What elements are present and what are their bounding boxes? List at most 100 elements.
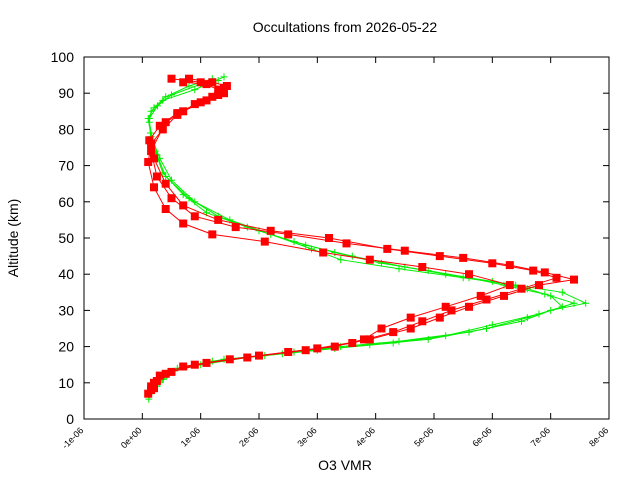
data-point <box>214 215 223 224</box>
data-point <box>284 230 293 239</box>
data-point <box>517 284 526 293</box>
data-point <box>190 360 199 369</box>
axis-tick-labels: -1e-06 0e+00 1e-06 2e-06 3e-06 4e-06 5e-06 6e-0… <box>51 49 611 451</box>
data-point <box>570 275 578 284</box>
data-point <box>150 183 158 192</box>
data-point <box>167 367 176 376</box>
data-point <box>190 100 199 109</box>
data-point <box>179 191 187 199</box>
y-tick-label: 80 <box>58 121 74 137</box>
x-tick-label: 8e-06 <box>587 425 610 448</box>
x-tick-label: 7e-06 <box>529 425 552 448</box>
data-point <box>529 266 538 275</box>
x-tick-label: 0e+00 <box>119 425 144 450</box>
data-point <box>558 288 566 296</box>
data-point <box>435 313 444 322</box>
data-point <box>173 109 182 118</box>
data-point <box>161 179 170 188</box>
series-red <box>144 74 578 398</box>
data-point <box>145 115 153 122</box>
data-point <box>535 310 543 318</box>
chart-title: Occultations from 2026-05-22 <box>253 19 438 35</box>
data-point <box>214 91 223 99</box>
data-point <box>418 263 427 271</box>
data-point <box>222 82 231 90</box>
data-point <box>400 246 409 255</box>
data-point <box>482 295 491 304</box>
y-tick-label: 50 <box>58 230 74 246</box>
data-point <box>377 324 386 333</box>
x-tick-label: 1e-06 <box>179 425 202 448</box>
data-point <box>220 89 228 98</box>
data-point <box>342 239 351 248</box>
data-point <box>179 201 188 210</box>
data-point <box>161 369 170 378</box>
data-point <box>161 118 170 127</box>
axis-ticks <box>83 56 610 420</box>
data-point <box>208 92 217 101</box>
data-point <box>389 328 398 337</box>
x-tick-label: 2e-06 <box>237 425 260 448</box>
data-point <box>331 249 339 256</box>
data-point <box>418 317 427 326</box>
data-point <box>150 384 158 393</box>
data-point <box>190 212 199 221</box>
data-point <box>202 96 211 105</box>
data-point <box>144 158 153 166</box>
data-point <box>214 85 223 94</box>
data-point <box>179 107 188 116</box>
data-point <box>395 337 403 345</box>
data-point <box>441 302 450 311</box>
y-tick-label: 0 <box>66 411 74 427</box>
y-tick-label: 30 <box>58 302 74 318</box>
data-point <box>365 255 374 264</box>
data-point <box>424 335 432 343</box>
data-point <box>152 377 161 385</box>
data-point <box>167 194 176 203</box>
data-point <box>541 290 549 298</box>
data-point <box>145 136 154 145</box>
data-point <box>196 78 205 87</box>
data-point <box>147 147 156 156</box>
data-point <box>540 268 549 277</box>
data-point <box>179 362 188 371</box>
data-point <box>191 86 199 94</box>
y-tick-label: 100 <box>51 49 75 65</box>
data-point <box>196 98 205 107</box>
x-tick-label: 6e-06 <box>470 425 493 448</box>
data-point <box>154 102 161 110</box>
data-point <box>348 339 357 347</box>
data-point <box>330 342 339 351</box>
data-point <box>220 73 228 81</box>
data-point <box>179 78 188 87</box>
data-point <box>488 321 496 329</box>
data-point <box>208 230 217 239</box>
data-point <box>208 78 217 87</box>
data-point <box>147 129 154 137</box>
data-point <box>337 256 345 264</box>
data-point <box>570 299 578 307</box>
data-point <box>185 74 193 83</box>
x-tick-label: 5e-06 <box>412 425 435 448</box>
x-tick-label: 4e-06 <box>354 425 377 448</box>
x-tick-label: 3e-06 <box>295 425 318 448</box>
data-point <box>406 313 415 322</box>
data-point <box>290 238 298 246</box>
y-tick-label: 60 <box>58 194 74 210</box>
data-point <box>319 248 328 257</box>
data-point <box>406 324 415 333</box>
y-tick-label: 90 <box>58 85 74 101</box>
data-marks <box>144 73 590 403</box>
data-point <box>202 358 211 367</box>
data-point <box>365 335 374 344</box>
data-point <box>266 226 275 235</box>
data-point <box>500 291 508 300</box>
data-point <box>435 252 444 261</box>
data-point <box>152 172 161 181</box>
y-tick-label: 70 <box>58 158 74 174</box>
data-point <box>167 74 176 83</box>
data-point <box>260 237 269 246</box>
data-point <box>459 253 468 262</box>
